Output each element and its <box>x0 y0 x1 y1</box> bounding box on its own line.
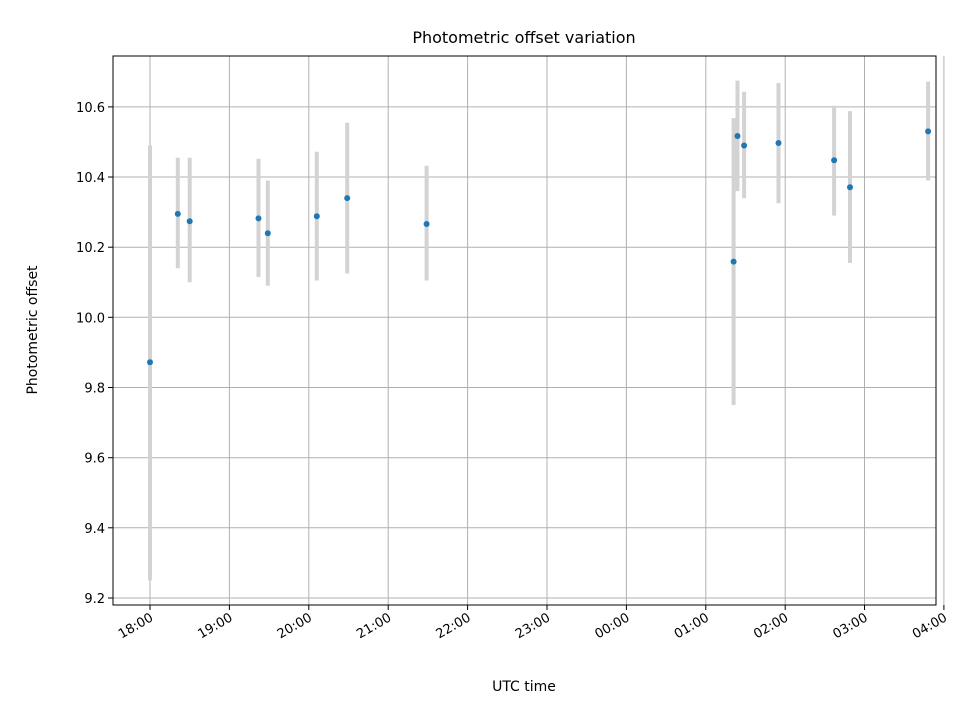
data-point <box>264 230 271 237</box>
y-tick-label: 10.6 <box>76 101 105 116</box>
y-axis-label: Photometric offset <box>25 265 41 395</box>
data-point <box>147 359 153 366</box>
y-tick-label: 10.2 <box>76 241 105 256</box>
grid-lines <box>113 56 945 605</box>
y-tick-label: 9.6 <box>84 452 105 467</box>
y-tick-label: 9.2 <box>84 592 105 607</box>
plot-frame <box>112 55 937 606</box>
y-tick-label: 10.0 <box>76 311 105 326</box>
data-point <box>730 258 737 265</box>
y-tick-label: 9.8 <box>84 382 105 397</box>
data-point <box>741 142 748 149</box>
data-point <box>344 195 351 202</box>
data-point <box>255 215 262 222</box>
data-point <box>775 140 782 146</box>
data-point <box>423 221 430 227</box>
y-tick-label: 10.4 <box>76 171 105 186</box>
y-axis: 9.2 9.4 9.6 9.8 10.0 10.2 10.4 10.6 <box>76 101 113 607</box>
data-point <box>174 210 181 217</box>
data-points <box>147 128 932 366</box>
data-point <box>847 184 853 191</box>
data-point <box>313 213 320 220</box>
data-point <box>734 133 741 139</box>
y-tick-label: 9.4 <box>84 522 105 537</box>
data-point <box>831 157 838 164</box>
x-axis-label: UTC time <box>492 679 556 695</box>
data-point <box>186 218 193 225</box>
chart-title: Photometric offset variation <box>412 28 635 47</box>
data-point <box>925 128 932 135</box>
